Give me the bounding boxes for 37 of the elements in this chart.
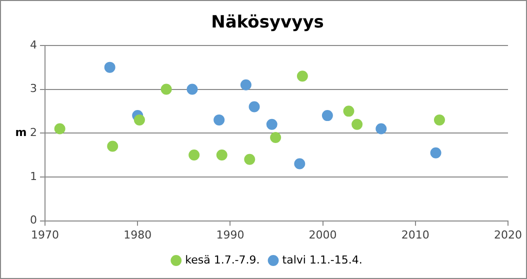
y-tick-label: 1: [30, 170, 37, 183]
x-tick-label: 1970: [31, 228, 59, 242]
point: [214, 114, 225, 126]
point: [343, 106, 354, 117]
point: [322, 110, 333, 122]
point: [296, 70, 308, 82]
y-axis-title: m: [15, 126, 27, 139]
point: [216, 150, 228, 161]
point: [266, 118, 278, 130]
x-tick-label: 2020: [494, 228, 522, 242]
point: [430, 147, 442, 158]
point: [160, 84, 172, 95]
y-tick-label: 3: [30, 82, 37, 96]
y-tick-label: 0: [30, 214, 37, 227]
point: [188, 150, 200, 161]
x-tick-label: 1980: [124, 228, 152, 242]
legend-label: talvi 1.1.-15.4.: [282, 253, 362, 266]
x-tick-label: 2010: [401, 228, 430, 242]
point: [107, 140, 118, 152]
point: [434, 114, 445, 126]
point: [294, 158, 306, 170]
point: [240, 79, 252, 90]
point: [134, 114, 145, 126]
legend-label: kesä 1.7.-7.9.: [185, 253, 260, 266]
point: [54, 123, 66, 134]
y-tick-label: 2: [30, 126, 37, 139]
point: [244, 154, 256, 165]
point: [270, 132, 282, 143]
y-tick-label: 4: [30, 38, 37, 52]
point: [104, 62, 116, 73]
x-tick-label: 2000: [308, 228, 337, 242]
point: [186, 84, 198, 95]
chart-title: Näkösyvyys: [211, 12, 324, 33]
point: [376, 123, 387, 134]
x-tick-label: 1990: [216, 228, 244, 242]
point: [248, 101, 260, 112]
point: [352, 118, 363, 130]
